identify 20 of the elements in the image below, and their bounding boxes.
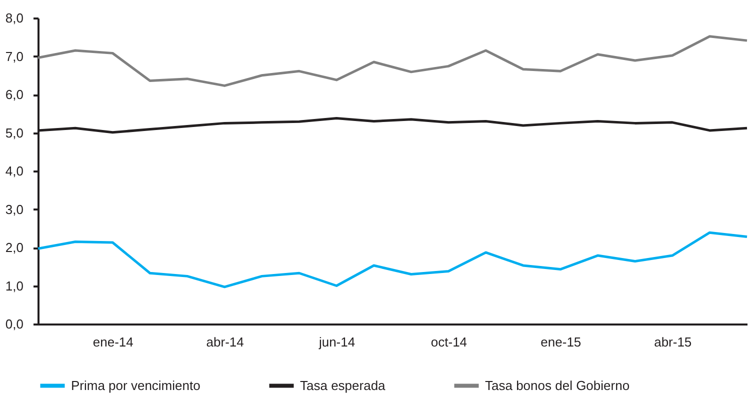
y-tick-label: 6,0 (5, 87, 24, 102)
x-tick-label: abr-15 (654, 334, 692, 350)
x-tick-label: jun-14 (318, 334, 356, 350)
y-tick-label: 3,0 (5, 202, 24, 217)
y-tick-label: 5,0 (5, 125, 24, 140)
y-tick-label: 8,0 (5, 10, 24, 26)
legend-label: Prima por vencimiento (71, 378, 200, 393)
legend-label: Tasa esperada (300, 378, 386, 393)
y-tick-label: 1,0 (5, 278, 24, 294)
legend-label: Tasa bonos del Gobierno (485, 378, 630, 393)
y-tick-label: 2,0 (5, 240, 24, 255)
line-series (36, 231, 748, 288)
x-tick-label: oct-14 (430, 334, 468, 350)
y-tick-label: 7,0 (5, 48, 24, 64)
y-tick-label: 4,0 (5, 164, 24, 178)
line-series (36, 35, 748, 87)
x-tick-label: abr-14 (206, 334, 244, 350)
x-tick-label: ene-15 (540, 334, 582, 350)
y-tick-label: 0,0 (5, 316, 24, 332)
x-tick-label: ene-14 (92, 334, 134, 350)
